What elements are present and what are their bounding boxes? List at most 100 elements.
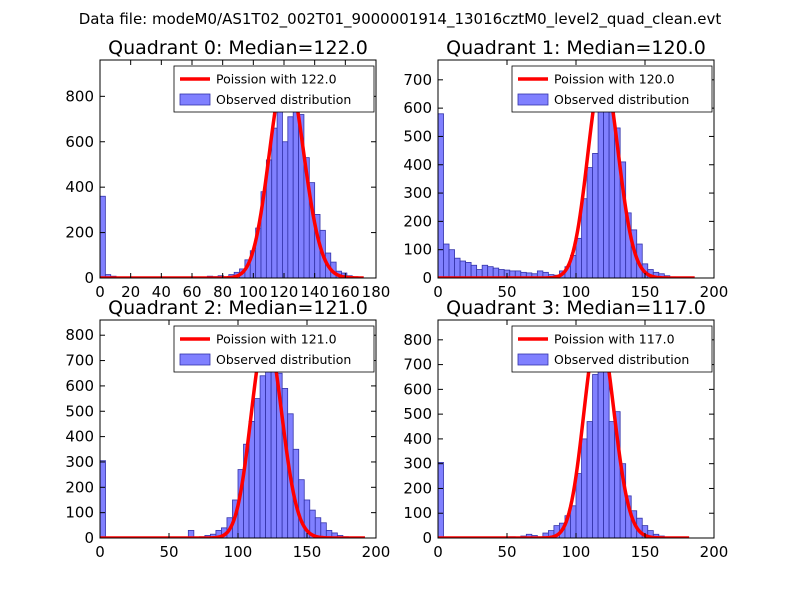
x-tick-label: 50: [159, 543, 178, 561]
y-tick-label: 0: [422, 269, 432, 287]
x-tick-label: 160: [331, 283, 360, 301]
legend-bar-swatch: [517, 93, 549, 106]
y-tick-label: 200: [403, 212, 432, 230]
x-tick-label: 100: [562, 283, 591, 301]
y-tick-label: 400: [65, 178, 94, 196]
poisson-curve: [100, 330, 366, 538]
legend: Poission with 122.0 Observed distribution: [173, 65, 375, 113]
histogram-bar: [100, 195, 106, 278]
legend: Poission with 121.0 Observed distribution: [173, 325, 375, 373]
y-tick-label: 200: [65, 478, 94, 496]
x-tick-label: 150: [631, 283, 660, 301]
subplot-title: Quadrant 0: Median=122.0: [108, 37, 368, 59]
histogram-bar: [586, 421, 593, 538]
x-tick-label: 50: [497, 543, 516, 561]
x-tick-label: 0: [95, 543, 105, 561]
histogram-bar: [100, 460, 106, 538]
x-tick-label: 0: [433, 283, 443, 301]
x-tick-label: 100: [224, 543, 253, 561]
histogram-bar: [459, 260, 466, 278]
legend-label-poisson: Poission with 121.0: [216, 332, 337, 347]
y-tick-label: 300: [403, 184, 432, 202]
legend-bar-swatch: [517, 353, 549, 366]
y-tick-label: 300: [403, 455, 432, 473]
x-tick-label: 0: [433, 543, 443, 561]
subplot-grid: 0 20 40 60 80 100 120 140 160 1800200400600800Qua…: [65, 37, 728, 561]
subplot-title: Quadrant 2: Median=121.0: [108, 297, 368, 319]
x-tick-label: 150: [293, 543, 322, 561]
legend-label-observed: Observed distribution: [216, 352, 351, 367]
histogram-bar: [465, 262, 472, 278]
histogram-bar: [592, 374, 599, 538]
histogram-bar: [259, 375, 266, 538]
legend-label-poisson: Poission with 122.0: [216, 72, 337, 87]
x-tick-label: 80: [213, 283, 232, 301]
legend: Poission with 120.0 Observed distribution: [511, 65, 713, 113]
histogram-bar: [438, 113, 444, 278]
poisson-curve: [438, 69, 696, 278]
y-tick-label: 700: [403, 71, 432, 89]
plot-area-0: [100, 67, 364, 278]
y-tick-label: 600: [403, 380, 432, 398]
histogram-bar: [454, 257, 461, 278]
subplot-quadrant-2: 0 50 100 150 200 0 100 200 300 400 500 600 700 800 Qua…: [65, 297, 390, 561]
y-tick-label: 400: [403, 156, 432, 174]
axes-frame: [99, 59, 377, 279]
y-tick-label: 200: [65, 224, 94, 242]
y-tick-label: 0: [84, 269, 94, 287]
poisson-curve: [438, 326, 690, 538]
legend-label-observed: Observed distribution: [216, 92, 351, 107]
y-tick-label: 400: [403, 430, 432, 448]
figure-suptitle: Data file: modeM0/AS1T02_002T01_90000019…: [79, 10, 722, 29]
subplot-title: Quadrant 3: Median=117.0: [446, 297, 706, 319]
histogram-bar: [287, 116, 294, 278]
x-tick-label: 200: [700, 543, 729, 561]
histogram-bar: [448, 249, 455, 278]
histogram-bar: [470, 264, 478, 278]
histogram-bar: [592, 153, 599, 278]
x-tick-label: 120: [270, 283, 299, 301]
histogram-bar: [608, 421, 616, 538]
x-tick-label: 150: [631, 543, 660, 561]
y-tick-label: 600: [403, 99, 432, 117]
legend: Poission with 117.0 Observed distribution: [511, 325, 713, 373]
y-tick-label: 800: [403, 331, 432, 349]
y-tick-label: 700: [403, 356, 432, 374]
y-tick-label: 800: [65, 87, 94, 105]
legend-bar-swatch: [179, 93, 211, 106]
y-tick-label: 500: [403, 127, 432, 145]
y-tick-label: 500: [403, 405, 432, 423]
histogram-bar: [254, 398, 261, 538]
histogram-bar: [575, 473, 582, 538]
histogram-bar: [581, 438, 588, 538]
y-tick-label: 100: [403, 241, 432, 259]
y-tick-label: 600: [65, 133, 94, 151]
histogram-bar: [298, 479, 305, 538]
legend-label-poisson: Poission with 120.0: [554, 72, 675, 87]
y-tick-label: 200: [403, 479, 432, 497]
y-tick-label: 800: [65, 326, 94, 344]
y-tick-label: 0: [84, 529, 94, 547]
legend-bar-swatch: [179, 353, 211, 366]
histogram-bar: [575, 237, 582, 278]
subplot-quadrant-3: 0 50 100 150 200 0 100 200 300 400 500 600 700 800 Qua…: [403, 297, 728, 561]
histogram-bar: [438, 462, 444, 538]
histogram-bar: [586, 167, 593, 278]
histogram-bar: [481, 264, 489, 278]
plot-area-2: [100, 329, 366, 538]
histogram-bar: [276, 100, 283, 278]
x-tick-label: 200: [362, 543, 391, 561]
legend-label-observed: Observed distribution: [554, 352, 689, 367]
histogram-bar: [603, 107, 610, 278]
x-tick-label: 200: [700, 283, 729, 301]
x-tick-label: 0: [95, 283, 105, 301]
y-tick-label: 700: [65, 352, 94, 370]
y-tick-label: 400: [65, 428, 94, 446]
y-tick-label: 0: [422, 529, 432, 547]
x-tick-label: 50: [497, 283, 516, 301]
poisson-curve: [100, 67, 364, 278]
x-tick-label: 20: [121, 283, 140, 301]
subplot-title: Quadrant 1: Median=120.0: [446, 37, 706, 59]
plot-area-3: [438, 326, 690, 538]
